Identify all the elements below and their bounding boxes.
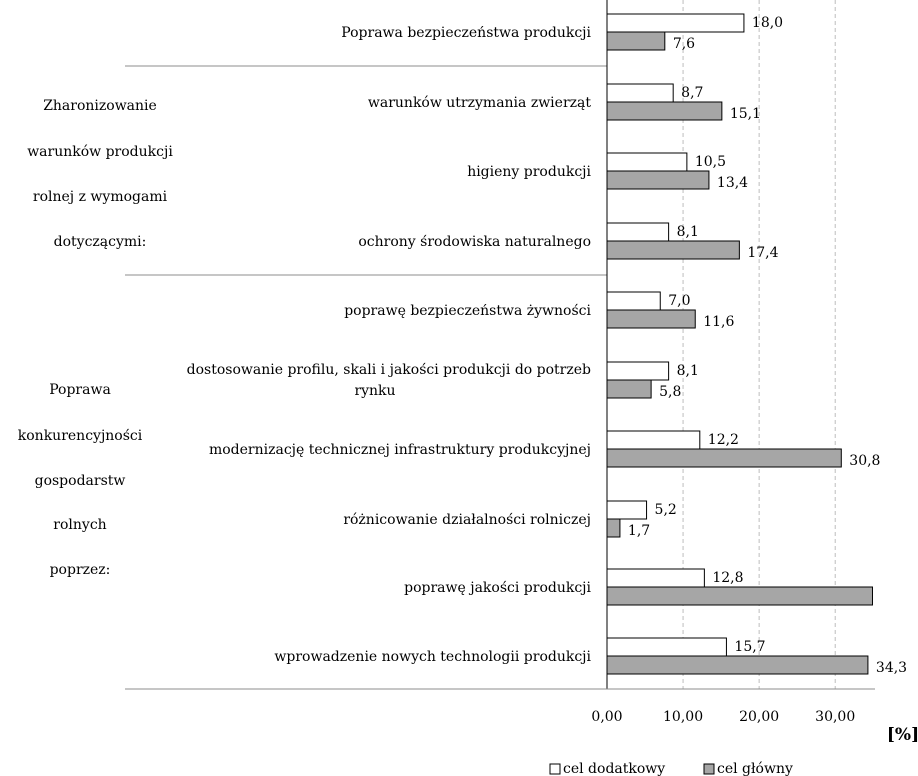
data-label-s0-c9: 15,7: [734, 639, 765, 655]
bar-s0-c1: [606, 83, 674, 103]
bar-s0-c6: [606, 430, 701, 450]
data-label-s1-c2: 13,4: [717, 175, 748, 191]
category-label-0: Poprawa bezpieczeństwa produkcji: [341, 25, 591, 41]
category-label-5-line2: rynku: [354, 383, 395, 399]
category-label-1: warunków utrzymania zwierząt: [368, 95, 591, 111]
group-label-0-line-3: dotyczącymi:: [54, 234, 147, 250]
data-label-s0-c4: 7,0: [668, 293, 690, 309]
group-label-1-line-3: rolnych: [53, 517, 106, 533]
x-tick-label-1: 10,00: [663, 709, 703, 725]
x-tick-label-3: 30,00: [815, 709, 855, 725]
data-label-s0-c8: 12,8: [712, 570, 743, 586]
category-label-9: wprowadzenie nowych technologii produkcj…: [274, 649, 591, 665]
category-label-7: różnicowanie działalności rolniczej: [343, 512, 591, 528]
bar-s0-c4: [606, 291, 661, 311]
data-label-s1-c5: 5,8: [659, 384, 681, 400]
data-label-s1-c4: 11,6: [703, 314, 734, 330]
bar-s1-c4: [606, 309, 696, 329]
group-label-1-line-2: gospodarstw: [35, 473, 126, 489]
legend-label-1: cel główny: [717, 761, 793, 776]
group-label-0-line-1: warunków produkcji: [27, 144, 173, 160]
bar-s0-c0: [606, 13, 745, 33]
bar-s0-c9: [606, 637, 727, 657]
data-label-s0-c1: 8,7: [681, 85, 703, 101]
x-tick-label-0: 0,00: [591, 709, 622, 725]
group-label-0-line-0: Zharonizowanie: [43, 98, 157, 114]
data-label-s1-c1: 15,1: [730, 106, 761, 122]
legend-swatch-1: [703, 763, 715, 775]
category-label-2: higieny produkcji: [467, 164, 591, 180]
data-label-s1-c9: 34,3: [876, 660, 907, 676]
data-label-s0-c5: 8,1: [677, 363, 699, 379]
bar-s0-c8: [606, 568, 705, 588]
bar-s0-c3: [606, 222, 670, 242]
group-label-0-line-2: rolnej z wymogami: [33, 189, 168, 205]
data-label-s1-c6: 30,8: [849, 453, 880, 469]
legend-swatch-0: [549, 763, 561, 775]
bar-s1-c7: [606, 518, 621, 538]
data-label-s0-c6: 12,2: [708, 432, 739, 448]
unit-label: [%]: [887, 725, 918, 745]
category-label-3: ochrony środowiska naturalnego: [358, 234, 591, 250]
x-tick-label-2: 20,00: [739, 709, 779, 725]
bar-s0-c5: [606, 361, 670, 381]
bar-s0-c2: [606, 152, 688, 172]
bar-s1-c8: [606, 586, 873, 606]
group-label-1-line-1: konkurencyjności: [18, 428, 143, 444]
bar-s1-c6: [606, 448, 842, 468]
group-label-1-line-0: Poprawa: [49, 382, 111, 398]
data-label-s0-c7: 5,2: [655, 502, 677, 518]
data-label-s0-c2: 10,5: [695, 154, 726, 170]
data-label-s1-c7: 1,7: [628, 523, 650, 539]
bar-s0-c7: [606, 500, 648, 520]
data-label-s1-c3: 17,4: [747, 245, 778, 261]
bar-s1-c1: [606, 101, 723, 121]
group-label-1-line-4: poprzez:: [50, 562, 111, 578]
bar-s1-c5: [606, 379, 652, 399]
bar-s1-c9: [606, 655, 869, 675]
data-label-s0-c3: 8,1: [677, 224, 699, 240]
data-label-s1-c0: 7,6: [673, 36, 695, 52]
bar-s1-c2: [606, 170, 710, 190]
bar-s1-c3: [606, 240, 740, 260]
bar-s1-c0: [606, 31, 666, 51]
category-label-8: poprawę jakości produkcji: [404, 580, 591, 596]
category-label-5: dostosowanie profilu, skali i jakości pr…: [187, 362, 591, 378]
category-label-6: modernizację technicznej infrastruktury …: [209, 442, 591, 458]
category-label-4: poprawę bezpieczeństwa żywności: [344, 303, 591, 319]
legend-label-0: cel dodatkowy: [563, 761, 665, 776]
data-label-s0-c0: 18,0: [752, 15, 783, 31]
